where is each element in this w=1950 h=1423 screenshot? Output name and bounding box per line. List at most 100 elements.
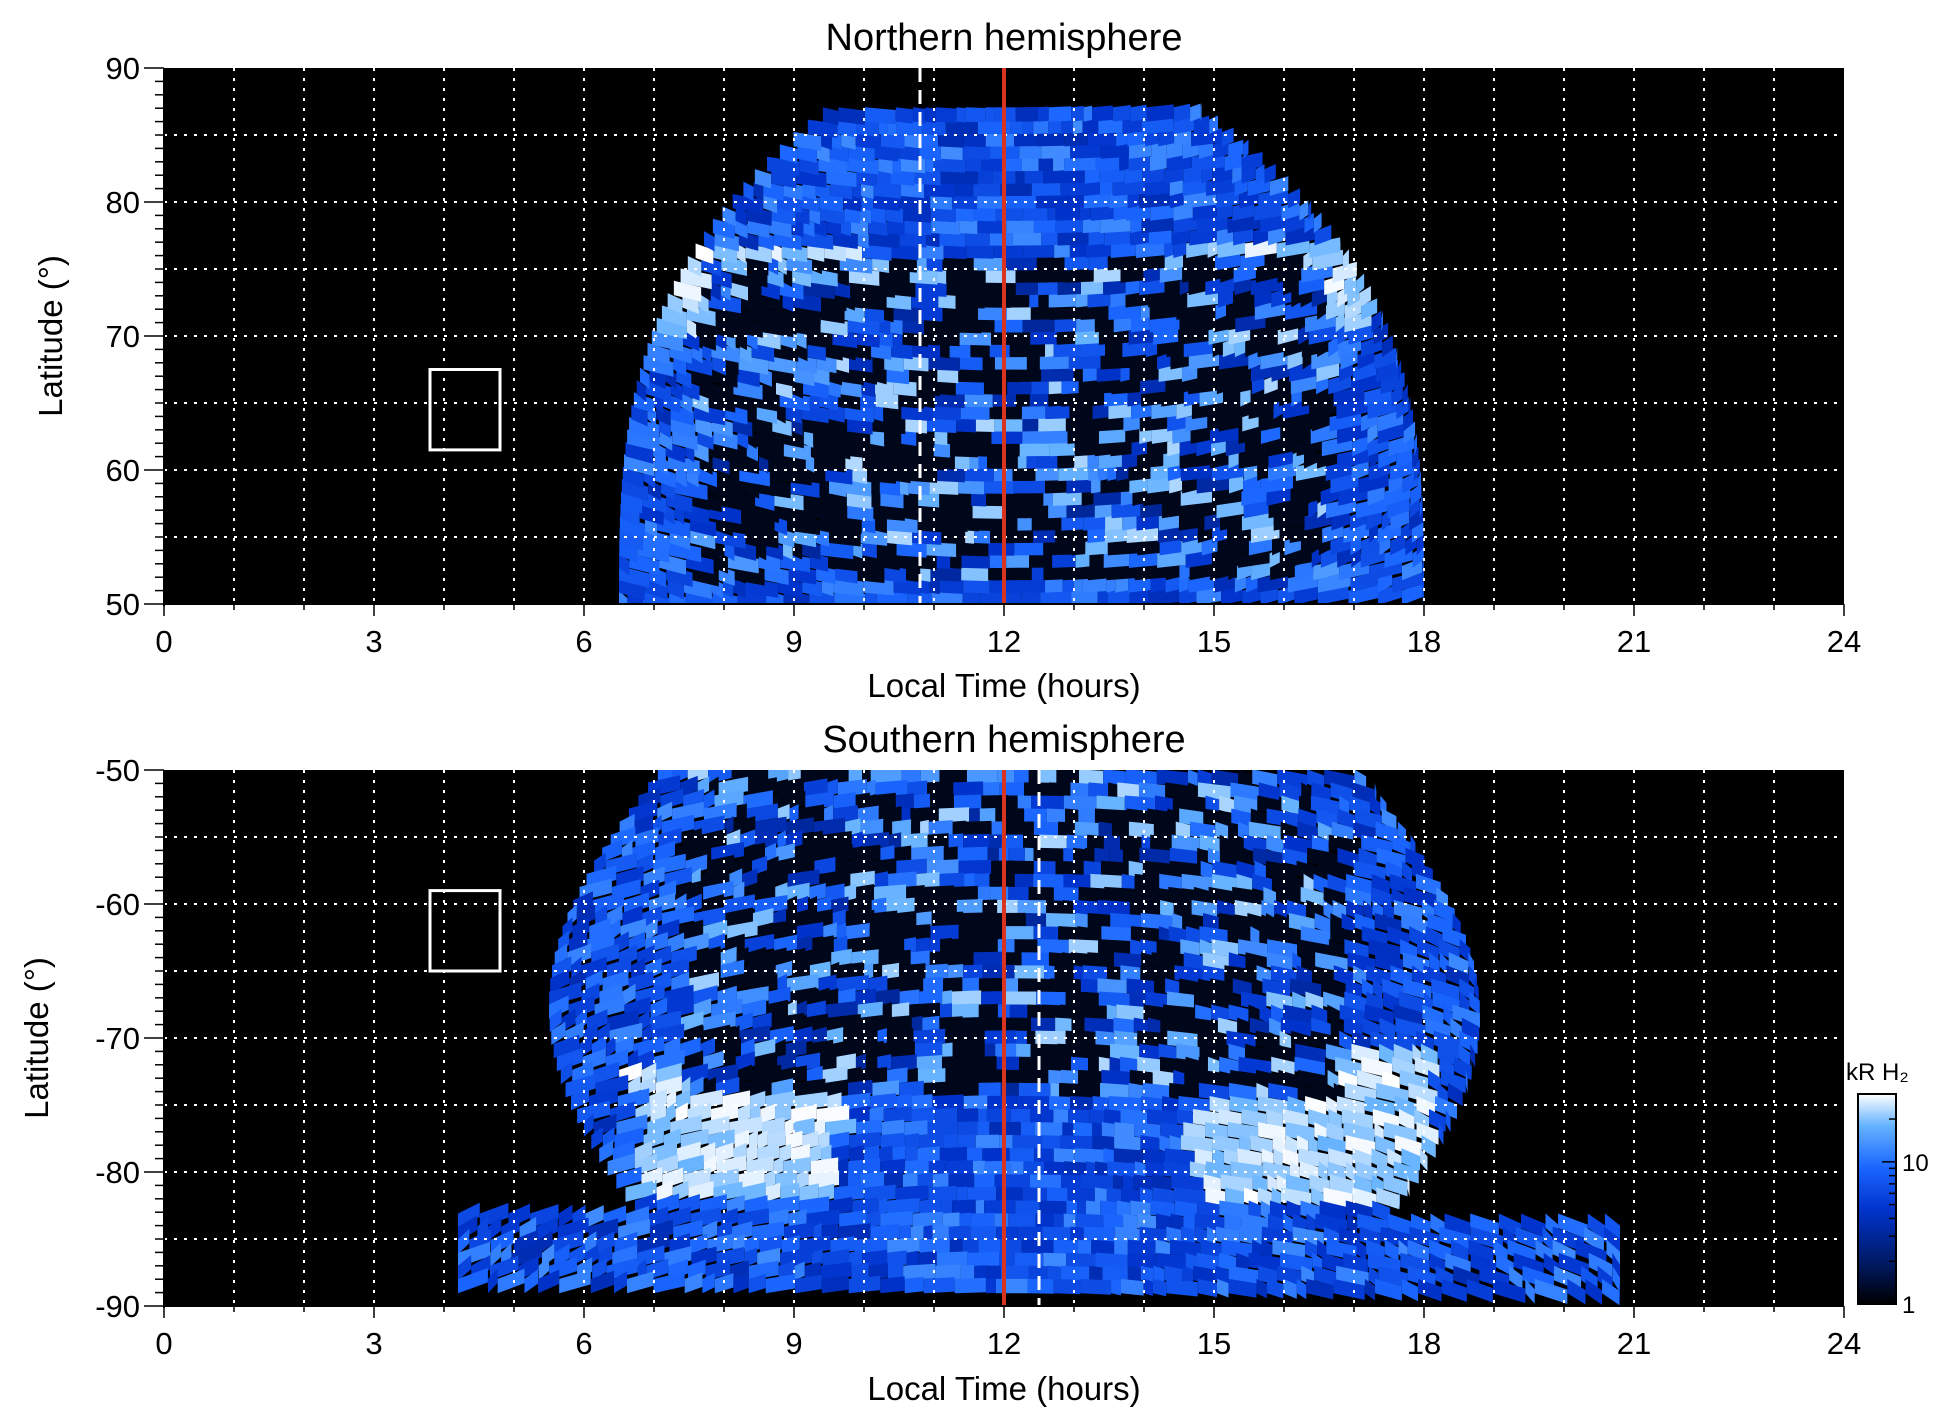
emission-cell (1031, 795, 1064, 811)
emission-cell (1093, 489, 1121, 506)
emission-cell (957, 1134, 976, 1150)
emission-cell (1014, 1252, 1044, 1268)
emission-cell (1157, 339, 1167, 358)
emission-cell (1301, 782, 1312, 803)
emission-cell (1339, 1030, 1352, 1052)
southern-y-axis-label: Latitude (°) (18, 957, 55, 1119)
emission-cell (1017, 899, 1047, 915)
emission-cell (1438, 1122, 1444, 1146)
emission-cell (1045, 341, 1054, 358)
emission-cell (592, 1257, 607, 1281)
reference-box (428, 889, 502, 973)
emission-cell (965, 107, 986, 123)
emission-cell (1209, 115, 1219, 134)
emission-cell (923, 1081, 956, 1098)
emission-cell (943, 1133, 958, 1150)
emission-cell (851, 218, 869, 237)
emission-cell (1567, 1278, 1586, 1305)
emission-cell (599, 1140, 614, 1163)
emission-cell (1318, 1161, 1328, 1182)
emission-cell (1311, 286, 1327, 308)
emission-cell (810, 909, 833, 928)
emission-cell (971, 1212, 995, 1228)
emission-cell (1141, 216, 1174, 234)
emission-cell (963, 912, 996, 928)
emission-cell (1351, 459, 1369, 482)
emission-cell (1217, 1278, 1229, 1298)
emission-cell (661, 906, 695, 928)
emission-cell (1076, 991, 1099, 1008)
emission-cell (957, 1121, 978, 1137)
emission-cell (1019, 367, 1042, 382)
emission-cell (1055, 1017, 1072, 1033)
emission-cell (1445, 1109, 1451, 1133)
emission-cell (1190, 103, 1201, 122)
emission-cell (1237, 1148, 1262, 1168)
emission-cell (1359, 286, 1371, 308)
emission-cell (936, 1251, 968, 1268)
emission-cell (1048, 782, 1071, 798)
emission-cell (1379, 1043, 1394, 1066)
emission-cell (811, 268, 838, 287)
emission-cell (1383, 1174, 1408, 1197)
x-tick-label: 0 (155, 1326, 172, 1361)
emission-cell (1104, 229, 1131, 246)
emission-cell (1110, 290, 1126, 308)
emission-cell (997, 899, 1018, 915)
emission-cell (1352, 434, 1368, 457)
emission-cell (1444, 1213, 1471, 1237)
emission-cell (1394, 1135, 1422, 1158)
emission-cell (844, 305, 865, 324)
emission-cell (923, 976, 944, 993)
emission-cell (1098, 464, 1108, 482)
emission-cell (833, 1040, 862, 1059)
emission-cell (622, 466, 644, 489)
northern-grid (164, 68, 1844, 604)
emission-cell (752, 1064, 782, 1085)
emission-cell (939, 770, 967, 784)
emission-cell (1173, 215, 1197, 234)
emission-cell (1005, 926, 1034, 941)
emission-cell (893, 578, 921, 595)
emission-cell (916, 937, 930, 954)
emission-cell (843, 1027, 862, 1046)
emission-cell (1063, 1161, 1086, 1177)
emission-cell (1109, 191, 1128, 209)
emission-cell (1035, 466, 1059, 482)
emission-cell (1073, 1122, 1093, 1138)
emission-cell (971, 1056, 997, 1072)
emission-cell (1073, 965, 1083, 982)
emission-cell (703, 789, 715, 810)
emission-cell (939, 1016, 963, 1032)
emission-cell (673, 1219, 703, 1242)
emission-cell (918, 243, 944, 260)
emission-cell (1156, 965, 1175, 983)
emission-cell (1046, 1187, 1068, 1203)
emission-cell (962, 1016, 990, 1032)
emission-cell (1040, 978, 1051, 994)
emission-cell (1024, 808, 1047, 824)
emission-cell (1159, 1135, 1170, 1153)
emission-cell (963, 131, 986, 148)
emission-cell (1015, 106, 1038, 122)
emission-cell (886, 516, 918, 533)
emission-cell (1372, 1200, 1390, 1223)
emission-cell (1250, 387, 1280, 407)
emission-cell (1285, 1122, 1315, 1143)
emission-cell (1062, 899, 1074, 916)
emission-cell (619, 553, 630, 576)
emission-cell (1401, 1148, 1421, 1171)
emission-cell (1087, 834, 1104, 851)
emission-cell (1315, 1213, 1348, 1235)
emission-cell (1043, 540, 1072, 556)
emission-cell (891, 1002, 910, 1019)
emission-cell (746, 1156, 774, 1176)
emission-cell (587, 930, 615, 954)
emission-cell (800, 770, 818, 784)
emission-cell (1258, 1265, 1278, 1286)
emission-cell (1023, 1161, 1045, 1177)
emission-cell (847, 317, 880, 336)
emission-cell (1015, 1200, 1040, 1216)
emission-cell (1377, 421, 1404, 444)
emission-cell (458, 1267, 488, 1294)
